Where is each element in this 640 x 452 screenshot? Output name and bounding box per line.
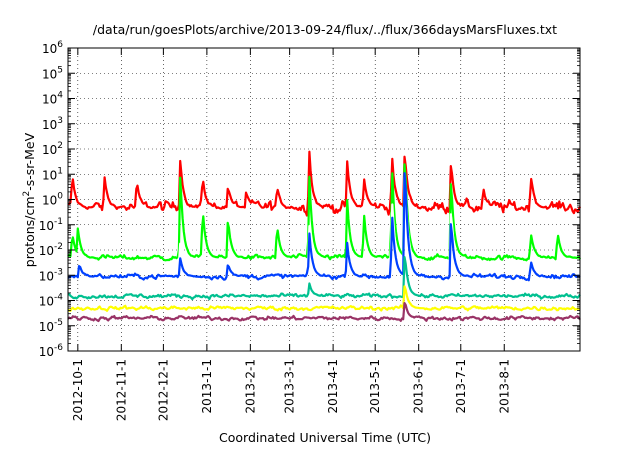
y-tick-label-base: 10: [42, 93, 57, 107]
y-tick-label-base: 10: [39, 244, 54, 258]
y-tick-label-base: 10: [39, 320, 54, 334]
y-tick-label: 104: [42, 91, 63, 107]
y-tick-label-base: 10: [39, 269, 54, 283]
y-tick-label-exponent: 1: [57, 166, 63, 176]
y-tick-label-exponent: -1: [54, 217, 63, 227]
y-tick-label: 10-3: [39, 267, 63, 283]
y-tick-label: 101: [42, 166, 63, 182]
y-axis-label-main: protons/cm: [22, 196, 37, 267]
y-tick-label: 105: [42, 65, 63, 81]
chart-title: /data/run/goesPlots/archive/2013-09-24/f…: [93, 22, 557, 37]
x-tick-label: 2012-11-1: [114, 359, 128, 421]
series-line-0: [67, 150, 582, 217]
x-axis-label: Coordinated Universal Time (UTC): [219, 430, 431, 445]
y-axis-label-sup: 2: [22, 191, 32, 197]
y-tick-label-base: 10: [42, 118, 57, 132]
x-tick-label: 2012-10-1: [71, 359, 85, 421]
y-tick-label: 10-6: [39, 343, 64, 359]
y-tick-label-base: 10: [39, 219, 54, 233]
series-group: [67, 150, 582, 323]
y-tick-label-exponent: 2: [57, 141, 63, 151]
series-line-3: [67, 172, 581, 282]
y-tick-label-base: 10: [39, 345, 54, 359]
y-tick-label-exponent: -6: [54, 343, 63, 353]
y-tick-label-base: 10: [42, 67, 57, 81]
y-axis-label: protons/cm2-s-sr-MeV: [22, 132, 37, 267]
x-tick-label: 2013-7-1: [454, 359, 468, 413]
y-tick-label-exponent: -2: [54, 242, 63, 252]
x-tick-label: 2013-2-1: [243, 359, 257, 413]
x-tick-label: 2013-1-1: [200, 359, 214, 413]
x-tick-label: 2013-4-1: [326, 359, 340, 413]
y-tick-label-exponent: 6: [57, 40, 63, 50]
y-tick-label-exponent: -3: [54, 267, 63, 277]
axes: 10-610-510-410-310-210-11001011021031041…: [39, 40, 580, 421]
y-tick-label-exponent: -5: [54, 318, 63, 328]
y-tick-label-exponent: 0: [57, 192, 63, 202]
y-tick-label-base: 10: [42, 168, 57, 182]
y-tick-label-base: 10: [39, 295, 54, 309]
y-tick-label: 10-4: [39, 293, 64, 309]
y-tick-label-base: 10: [42, 143, 57, 157]
series-line-6: [67, 302, 581, 323]
y-tick-label-base: 10: [42, 42, 57, 56]
y-tick-label: 10-2: [39, 242, 63, 258]
x-tick-label: 2013-3-1: [283, 359, 297, 413]
x-tick-label: 2012-12-1: [156, 359, 170, 421]
series-line-1: [67, 163, 581, 262]
y-tick-label-exponent: -4: [54, 293, 63, 303]
series-line-2: [67, 176, 581, 271]
y-tick-label-exponent: 4: [57, 91, 63, 101]
grid: [68, 48, 580, 351]
x-tick-label: 2013-5-1: [368, 359, 382, 413]
y-tick-label-exponent: 5: [57, 65, 63, 75]
y-tick-label: 103: [42, 116, 63, 132]
y-tick-label-base: 10: [42, 194, 57, 208]
x-tick-label: 2013-6-1: [412, 359, 426, 413]
y-tick-label: 100: [42, 192, 63, 208]
x-tick-label: 2013-8-1: [497, 359, 511, 413]
y-tick-label: 102: [42, 141, 63, 157]
y-tick-label-exponent: 3: [57, 116, 63, 126]
y-tick-label: 10-1: [39, 217, 63, 233]
series-line-5: [67, 285, 581, 312]
series-line-4: [67, 256, 581, 301]
y-tick-label: 106: [42, 40, 63, 56]
y-tick-label: 10-5: [39, 318, 63, 334]
y-axis-label-rest: -s-sr-MeV: [22, 132, 37, 190]
